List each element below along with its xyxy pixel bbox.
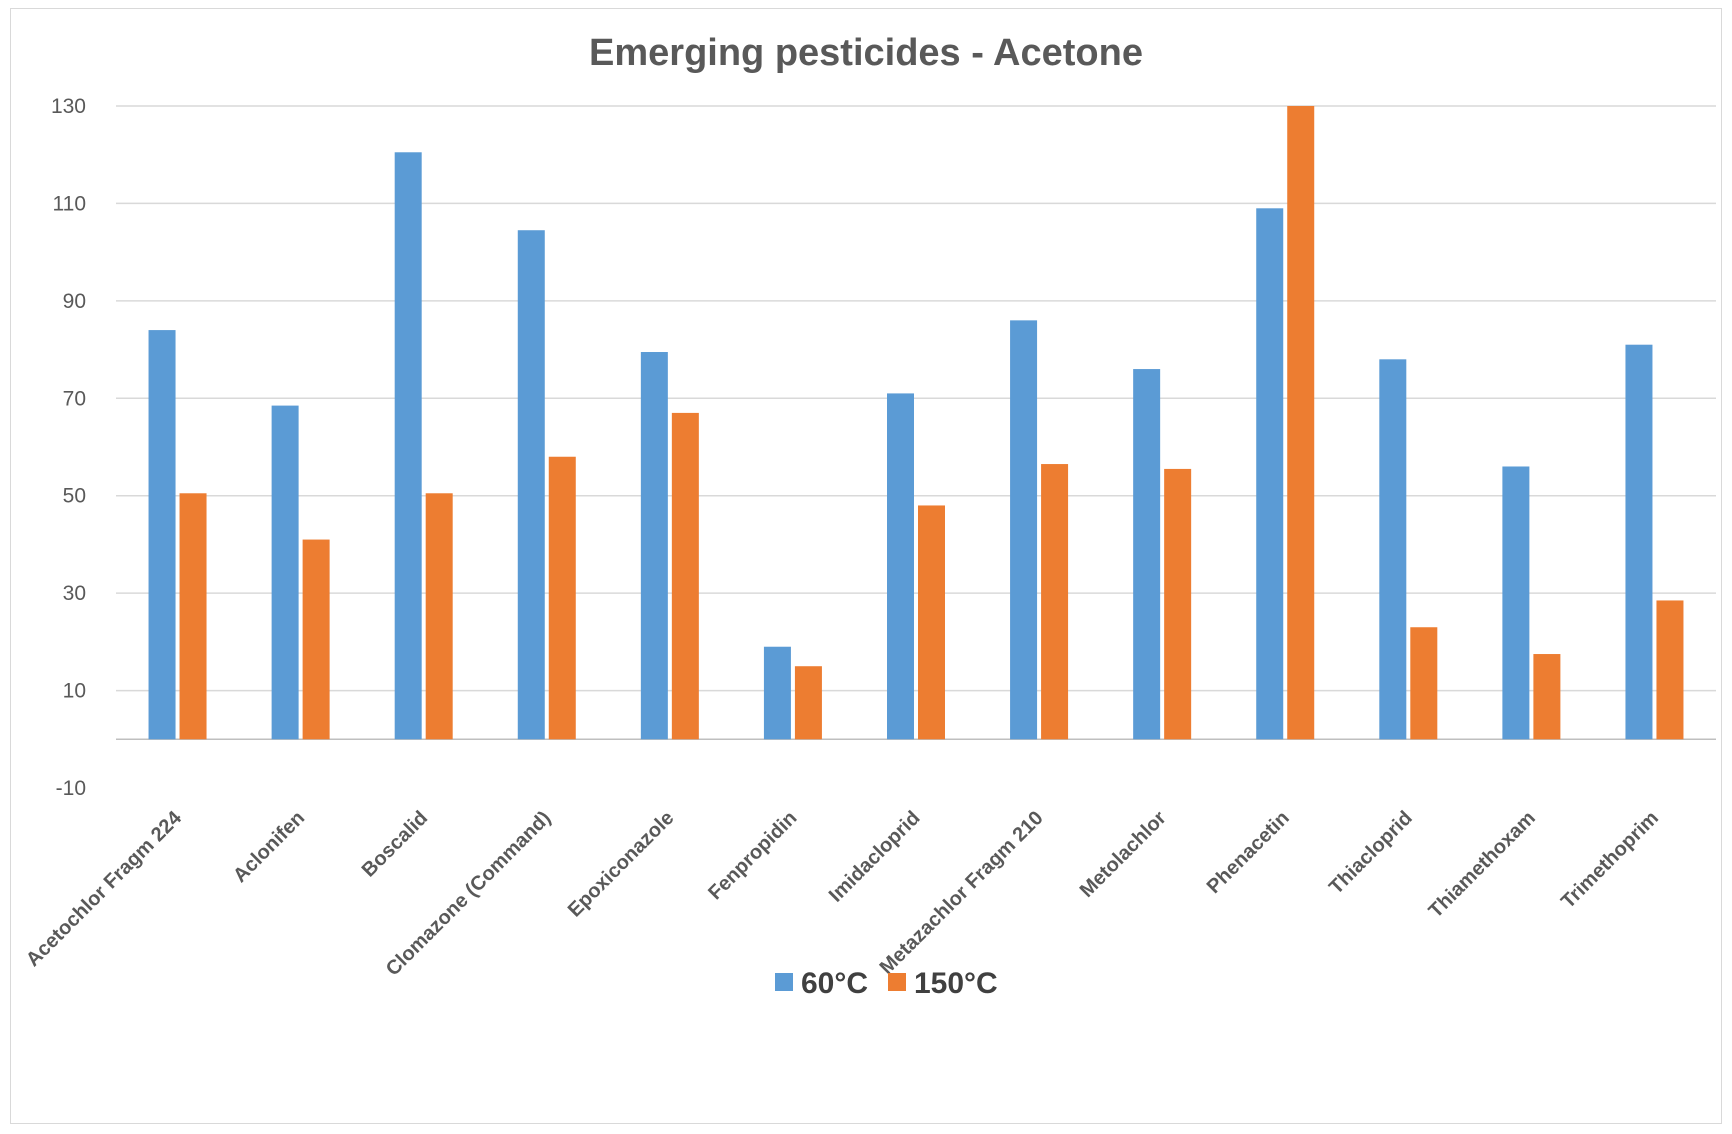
x-tick-label: Fenpropidin: [704, 807, 801, 904]
chart-frame: Emerging pesticides - Acetone -10 10 30 50 7…: [10, 8, 1722, 1124]
x-tick-label: Thiamethoxam: [1425, 807, 1540, 922]
legend-label: 150°C: [914, 967, 998, 1000]
bar: [1164, 468, 1192, 740]
bar: [887, 393, 914, 740]
chart-title: Emerging pesticides - Acetone: [589, 32, 1143, 74]
bar: [1410, 627, 1438, 740]
bar: [794, 666, 822, 740]
y-tick-label: 50: [63, 485, 86, 508]
x-tick-label: Trimethoprim: [1557, 807, 1663, 913]
y-tick-label: 10: [63, 680, 86, 703]
bar: [425, 493, 453, 740]
x-tick-label: Epoxiconazole: [564, 807, 679, 922]
bar: [1133, 369, 1161, 740]
bar: [517, 230, 545, 740]
bar: [1533, 654, 1561, 740]
x-tick-label: Acetochlor Fragm 224: [22, 806, 187, 971]
bar: [918, 505, 945, 740]
bar-layer: [148, 106, 1684, 740]
bar: [302, 539, 330, 740]
x-tick-label: Phenacetin: [1203, 807, 1294, 898]
bar: [1656, 600, 1684, 740]
x-tick-label: Imidacloprid: [825, 807, 925, 907]
bar: [640, 352, 668, 740]
x-tick-label: Metolachlor: [1076, 807, 1171, 902]
grid-layer: [116, 105, 1716, 692]
legend-label: 60°C: [801, 967, 868, 1000]
bar: [271, 405, 299, 740]
bar: [1625, 344, 1653, 740]
bar: [671, 412, 699, 740]
bar: [1256, 208, 1284, 740]
x-tick-label: Boscalid: [358, 807, 433, 882]
y-tick-label: 110: [53, 192, 86, 215]
legend-swatch: [775, 973, 793, 991]
bar: [394, 152, 422, 740]
bar: [548, 456, 576, 740]
x-axis-ticks: Acetochlor Fragm 224 Aclonifen BoscalidClo…: [22, 806, 1663, 980]
bar: [1010, 320, 1038, 740]
y-tick-label: 130: [51, 95, 86, 118]
bar: [1287, 106, 1315, 740]
y-tick-label: 30: [63, 582, 86, 605]
y-axis-ticks: -10 10 30 50 70 90 110 130: [51, 95, 86, 800]
x-tick-label: Aclonifen: [229, 807, 309, 887]
bar: [148, 330, 176, 740]
bar: [763, 646, 791, 740]
legend-swatch: [888, 973, 906, 991]
bar: [1502, 466, 1530, 740]
y-tick-label: -10: [56, 777, 86, 800]
bar: [1379, 359, 1407, 740]
x-tick-label: Thiacloprid: [1325, 807, 1417, 899]
chart-svg: Emerging pesticides - Acetone -10 10 30 50 7…: [22, 32, 1716, 1000]
legend: 60°C 150°C: [775, 967, 998, 1000]
y-tick-label: 90: [63, 290, 86, 313]
y-tick-label: 70: [63, 387, 86, 410]
bar: [1041, 464, 1069, 740]
bar: [179, 493, 207, 740]
